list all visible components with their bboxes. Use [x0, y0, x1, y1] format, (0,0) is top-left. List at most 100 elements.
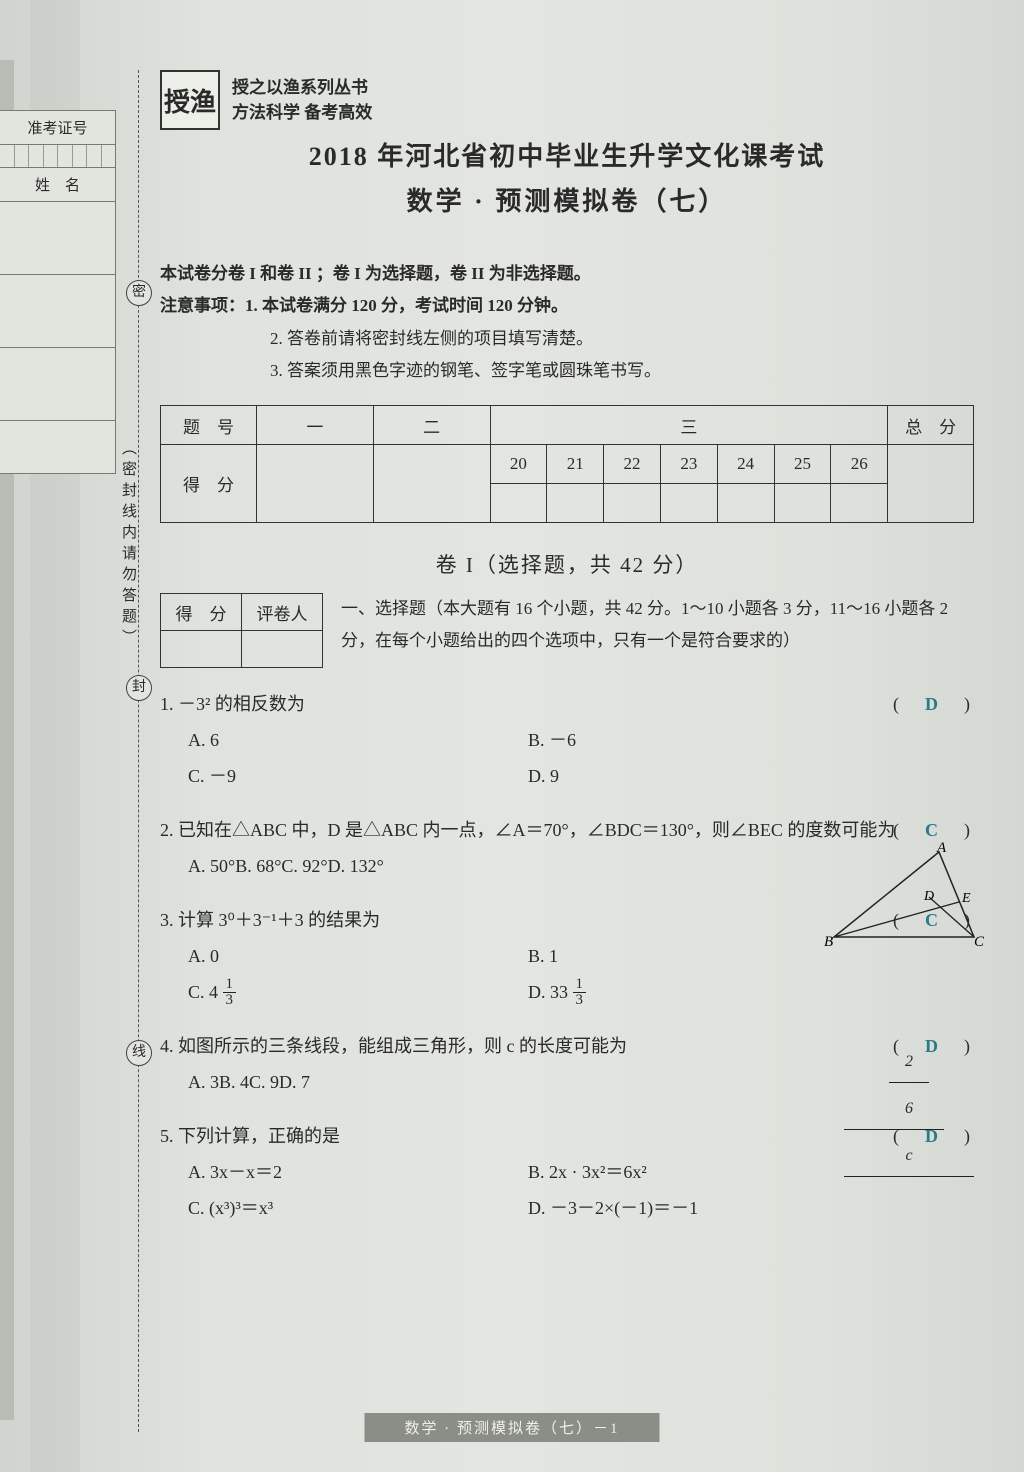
instr-line-1-text: 本试卷分卷 I 和卷 II ；卷 I 为选择题，卷 II 为非选择题。 [160, 264, 591, 283]
fig-label-A: A [936, 842, 947, 856]
instr-line-2: 注意事项：1. 本试卷满分 120 分，考试时间 120 分钟。 [160, 290, 974, 322]
td-q21-score [547, 484, 604, 523]
name-label: 姓 名 [0, 168, 115, 202]
instr-line-4: 3. 答案须用黑色字迹的钢笔、签字笔或圆珠笔书写。 [160, 355, 974, 387]
mini-blank-2 [242, 631, 323, 668]
td-total-score [888, 445, 974, 523]
td-defen: 得 分 [161, 445, 257, 523]
q1-opt-b: B. －6 [528, 722, 868, 758]
mini-defen: 得 分 [161, 594, 242, 631]
td-q24: 24 [717, 445, 774, 484]
q3-opt-b: B. 1 [528, 938, 868, 974]
instr-line-3: 2. 答卷前请将密封线左侧的项目填写清楚。 [160, 323, 974, 355]
brand-line2: 方法科学 备考高效 [232, 100, 372, 126]
mini-blank-1 [161, 631, 242, 668]
content-area: 授渔 授之以渔系列丛书 方法科学 备考高效 2018 年河北省初中毕业生升学文化… [160, 70, 974, 1226]
exam-id-grid [0, 145, 115, 168]
td-two-score [373, 445, 490, 523]
question-4: 4. 如图所示的三条线段，能组成三角形，则 c 的长度可能为 ( D ) A. … [160, 1028, 974, 1100]
q4-text: 4. 如图所示的三条线段，能组成三角形，则 c 的长度可能为 [160, 1036, 627, 1056]
q3-d-frac-b: 3 [573, 993, 587, 1008]
q5-answer: D [925, 1126, 942, 1146]
q5-opt-d: D. －3－2×(－1)＝－1 [528, 1190, 868, 1226]
exam-id-label: 准考证号 [0, 111, 115, 145]
q2-opt-b: B. 68° [235, 848, 281, 884]
q3-c-frac-t: 1 [223, 977, 237, 993]
th-total: 总 分 [888, 406, 974, 445]
q4-opt-a: A. 3 [188, 1064, 219, 1100]
part-1-row: 得 分 评卷人 一、选择题（本大题有 16 个小题，共 42 分。1～10 小题… [160, 593, 974, 668]
stub-blank-4 [0, 421, 115, 473]
seal-circle-xian: 线 [126, 1040, 152, 1066]
q3-opt-a: A. 0 [188, 938, 528, 974]
q5-opt-b: B. 2x · 3x²＝6x² [528, 1154, 868, 1190]
seal-circle-mi: 密 [126, 280, 152, 306]
seal-circle-feng: 封 [126, 675, 152, 701]
seg-1-label: 2 [844, 1046, 974, 1078]
question-2: 2. 已知在△ABC 中，D 是△ABC 内一点，∠A＝70°，∠BDC＝130… [160, 812, 974, 884]
td-q22-score [604, 484, 661, 523]
td-q20: 20 [490, 445, 547, 484]
td-q25: 25 [774, 445, 831, 484]
q3-opt-c: C. 4 13 [188, 974, 528, 1010]
q2-answer: C [925, 820, 942, 840]
q3-d-frac-t: 1 [573, 977, 587, 993]
q1-opt-c: C. －9 [188, 758, 528, 794]
mini-pingjuan: 评卷人 [242, 594, 323, 631]
exam-title-1: 2018 年河北省初中毕业生升学文化课考试 [160, 136, 974, 173]
q5-text: 5. 下列计算，正确的是 [160, 1126, 340, 1146]
q3-c-pre: C. 4 [188, 982, 218, 1002]
brand-text: 授之以渔系列丛书 方法科学 备考高效 [232, 75, 372, 126]
exam-title-2: 数学 · 预测模拟卷（七） [160, 181, 974, 218]
brand-logo: 授渔 [160, 70, 220, 130]
th-three: 三 [490, 406, 888, 445]
td-q24-score [717, 484, 774, 523]
q1-opt-a: A. 6 [188, 722, 528, 758]
th-two: 二 [373, 406, 490, 445]
seg-1-line [889, 1082, 929, 1083]
q2-opt-c: C. 92° [281, 848, 327, 884]
td-q21: 21 [547, 445, 604, 484]
q5-opt-a: A. 3x－x＝2 [188, 1154, 528, 1190]
page-root: 准考证号 姓 名 密 （密封线内请勿答题） 封 线 授渔 授之以渔系列丛书 方法… [0, 0, 1024, 1472]
brand-row: 授渔 授之以渔系列丛书 方法科学 备考高效 [160, 70, 974, 130]
instr-line-2-text: 注意事项：1. 本试卷满分 120 分，考试时间 120 分钟。 [160, 296, 568, 315]
mini-score-table: 得 分 评卷人 [160, 593, 323, 668]
stub-blank-2 [0, 275, 115, 348]
q1-opt-d: D. 9 [528, 758, 868, 794]
section-1-title: 卷 I（选择题，共 42 分） [160, 549, 974, 579]
score-table: 题 号 一 二 三 总 分 得 分 20 21 22 23 24 25 26 [160, 405, 974, 523]
q2-opt-a: A. 50° [188, 848, 235, 884]
td-q26-score [831, 484, 888, 523]
question-3: 3. 计算 3⁰＋3⁻¹＋3 的结果为 ( C ) A. 0 B. 1 C. 4… [160, 902, 974, 1010]
question-5: 5. 下列计算，正确的是 ( D ) A. 3x－x＝2B. 2x · 3x²＝… [160, 1118, 974, 1226]
q3-opt-d: D. 33 13 [528, 974, 868, 1010]
q1-answer: D [925, 694, 942, 714]
candidate-stub: 准考证号 姓 名 [0, 110, 116, 474]
th-tihao: 题 号 [161, 406, 257, 445]
q3-d-pre: D. 33 [528, 982, 568, 1002]
td-one-score [257, 445, 374, 523]
part-1-desc: 一、选择题（本大题有 16 个小题，共 42 分。1～10 小题各 3 分，11… [341, 593, 974, 656]
q3-answer-paren: ( C ) [893, 902, 974, 938]
td-q23: 23 [660, 445, 717, 484]
page-footer: 数学 · 预测模拟卷（七）－1 [365, 1413, 660, 1442]
q1-answer-paren: ( D ) [893, 686, 974, 722]
instr-line-1: 本试卷分卷 I 和卷 II ；卷 I 为选择题，卷 II 为非选择题。 [160, 258, 974, 290]
stub-blank-3 [0, 348, 115, 421]
th-one: 一 [257, 406, 374, 445]
q1-text: 1. －3² 的相反数为 [160, 694, 305, 714]
seal-vertical-text: （密封线内请勿答题） [118, 440, 139, 650]
q3-c-frac-b: 3 [223, 993, 237, 1008]
td-q23-score [660, 484, 717, 523]
q3-answer: C [925, 910, 942, 930]
q5-opt-c: C. (x³)³＝x³ [188, 1190, 528, 1226]
td-q20-score [490, 484, 547, 523]
fig-label-C: C [974, 934, 984, 950]
brand-line1: 授之以渔系列丛书 [232, 75, 372, 101]
q2-opt-d: D. 132° [328, 848, 384, 884]
question-1: 1. －3² 的相反数为 ( D ) A. 6B. －6 C. －9D. 9 [160, 686, 974, 794]
q2-text: 2. 已知在△ABC 中，D 是△ABC 内一点，∠A＝70°，∠BDC＝130… [160, 820, 895, 840]
q4-opt-c: C. 9 [249, 1064, 279, 1100]
seal-dashed-line [138, 70, 139, 1432]
